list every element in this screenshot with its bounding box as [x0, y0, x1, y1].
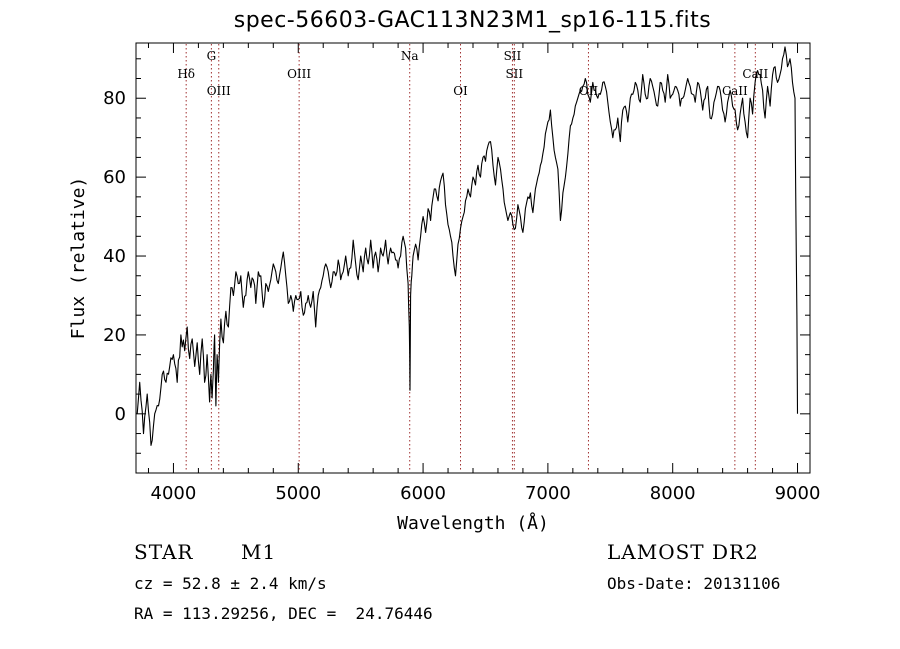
spectral-line-label: CaII — [742, 67, 768, 81]
spectral-line-label: SII — [505, 67, 523, 81]
x-tick-label: 6000 — [400, 483, 446, 504]
y-tick-label: 20 — [103, 325, 126, 346]
coordinates: RA = 113.29256, DEC = 24.76446 — [134, 604, 433, 623]
x-tick-label: 4000 — [151, 483, 197, 504]
y-tick-label: 0 — [115, 404, 126, 425]
y-tick-label: 80 — [103, 88, 126, 109]
y-axis-label: Flux (relative) — [68, 177, 89, 340]
x-tick-label: 9000 — [775, 483, 821, 504]
spectral-line-label: OIII — [287, 67, 311, 81]
spectral-line-label: SII — [504, 49, 522, 63]
spectral-line-label: CaII — [722, 84, 748, 98]
survey-name: LAMOST DR2 — [607, 540, 759, 564]
object-class: STAR — [134, 540, 193, 564]
velocity-readout: cz = 52.8 ± 2.4 km/s — [134, 574, 327, 593]
spectral-line-label: OI — [453, 84, 468, 98]
spectral-line-label: OIII — [207, 84, 231, 98]
spectral-line-label: Na — [401, 49, 419, 63]
spectral-line-label: OII — [579, 84, 599, 98]
x-tick-label: 8000 — [650, 483, 696, 504]
y-tick-label: 60 — [103, 167, 126, 188]
spectral-line-label: G — [207, 49, 217, 63]
y-tick-label: 40 — [103, 246, 126, 267]
spectrum-line — [137, 47, 797, 446]
obs-date: Obs-Date: 20131106 — [607, 574, 780, 593]
object-subclass: M1 — [241, 540, 276, 564]
x-axis-label: Wavelength (Å) — [397, 512, 549, 534]
x-tick-label: 5000 — [275, 483, 321, 504]
x-tick-label: 7000 — [525, 483, 571, 504]
spectral-line-label: Hδ — [177, 67, 195, 81]
